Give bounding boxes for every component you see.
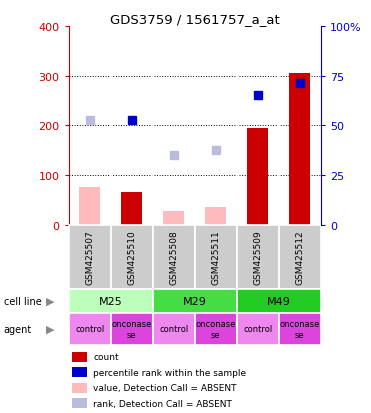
Text: ▶: ▶ xyxy=(46,324,54,334)
Text: GSM425507: GSM425507 xyxy=(85,230,94,285)
Text: M29: M29 xyxy=(183,296,207,306)
Bar xyxy=(72,383,88,393)
Text: onconase
se: onconase se xyxy=(196,320,236,339)
Bar xyxy=(195,313,237,345)
Text: GSM425508: GSM425508 xyxy=(169,230,178,285)
Bar xyxy=(279,225,321,289)
Text: ▶: ▶ xyxy=(46,296,54,306)
Bar xyxy=(72,398,88,408)
Bar xyxy=(289,74,311,225)
Text: onconase
se: onconase se xyxy=(280,320,320,339)
Bar xyxy=(237,289,321,313)
Text: onconase
se: onconase se xyxy=(112,320,152,339)
Text: GSM425511: GSM425511 xyxy=(211,230,220,285)
Bar xyxy=(205,208,226,225)
Bar xyxy=(153,225,195,289)
Bar xyxy=(279,313,321,345)
Bar xyxy=(111,225,153,289)
Text: agent: agent xyxy=(4,324,32,334)
Bar xyxy=(72,368,88,377)
Bar xyxy=(69,225,111,289)
Bar xyxy=(69,289,153,313)
Title: GDS3759 / 1561757_a_at: GDS3759 / 1561757_a_at xyxy=(110,13,280,26)
Bar xyxy=(121,193,142,225)
Bar xyxy=(153,289,237,313)
Text: M49: M49 xyxy=(267,296,291,306)
Bar xyxy=(247,128,268,225)
Text: count: count xyxy=(93,353,119,361)
Bar xyxy=(237,313,279,345)
Text: GSM425509: GSM425509 xyxy=(253,230,262,285)
Bar xyxy=(163,211,184,225)
Bar xyxy=(79,188,100,225)
Text: percentile rank within the sample: percentile rank within the sample xyxy=(93,368,246,377)
Bar xyxy=(69,313,111,345)
Bar xyxy=(111,313,153,345)
Text: control: control xyxy=(75,325,104,334)
Text: GSM425512: GSM425512 xyxy=(295,230,304,284)
Text: rank, Detection Call = ABSENT: rank, Detection Call = ABSENT xyxy=(93,399,232,408)
Text: cell line: cell line xyxy=(4,296,42,306)
Bar xyxy=(237,225,279,289)
Text: M25: M25 xyxy=(99,296,122,306)
Text: control: control xyxy=(159,325,188,334)
Text: value, Detection Call = ABSENT: value, Detection Call = ABSENT xyxy=(93,383,237,392)
Bar xyxy=(195,225,237,289)
Text: control: control xyxy=(243,325,272,334)
Text: GSM425510: GSM425510 xyxy=(127,230,136,285)
Bar xyxy=(153,313,195,345)
Bar xyxy=(72,352,88,362)
